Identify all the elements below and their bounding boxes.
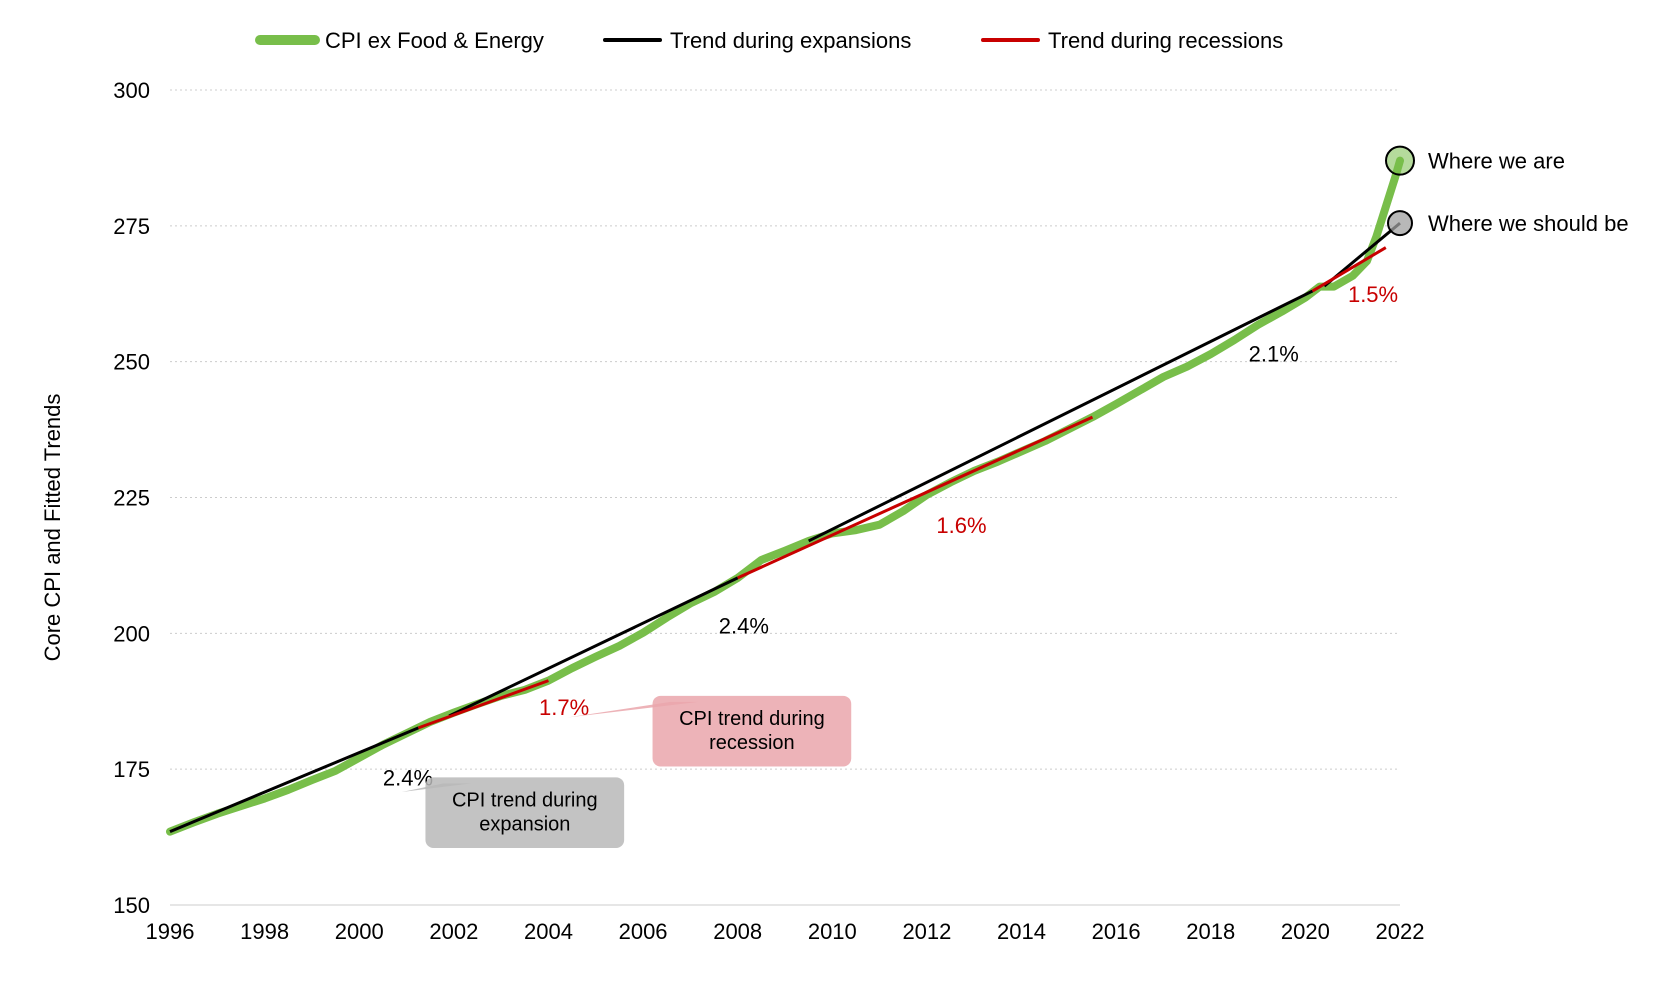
legend-label: CPI ex Food & Energy (325, 28, 544, 53)
x-tick-label: 2022 (1376, 919, 1425, 944)
where-we-should-be-label: Where we should be (1428, 211, 1629, 236)
expansion-trend-segment (170, 728, 418, 832)
x-tick-label: 2008 (713, 919, 762, 944)
x-tick-label: 2010 (808, 919, 857, 944)
x-tick-label: 2014 (997, 919, 1046, 944)
recession-callout-box (653, 696, 852, 767)
x-tick-label: 1996 (146, 919, 195, 944)
x-tick-label: 2002 (429, 919, 478, 944)
callout-text-line: expansion (479, 814, 570, 836)
callout-text-line: recession (709, 732, 795, 754)
x-tick-label: 2000 (335, 919, 384, 944)
where-we-are-label: Where we are (1428, 149, 1565, 174)
x-tick-label: 2020 (1281, 919, 1330, 944)
percent-label: 2.4% (719, 613, 769, 638)
y-tick-label: 250 (113, 350, 150, 375)
y-tick-label: 300 (113, 78, 150, 103)
expansion-callout-box (425, 777, 624, 848)
x-tick-label: 2004 (524, 919, 573, 944)
percent-label: 1.6% (936, 513, 986, 538)
y-axis-title: Core CPI and Fitted Trends (40, 394, 65, 662)
legend-label: Trend during expansions (670, 28, 911, 53)
percent-label: 2.1% (1249, 342, 1299, 367)
chart-container: 150 175 200 225 250 275 300 1996 1998 2000 2002 200… (0, 0, 1660, 1002)
chart-svg: 150 175 200 225 250 275 300 1996 1998 2000 2002 200… (0, 0, 1660, 1002)
callout-text-line: CPI trend during (452, 790, 598, 812)
where-we-should-be-marker (1388, 211, 1412, 235)
x-tick-label: 2012 (902, 919, 951, 944)
expansion-trend-segment (449, 578, 738, 716)
x-tick-label: 2018 (1186, 919, 1235, 944)
y-tick-label: 200 (113, 621, 150, 646)
y-tick-label: 175 (113, 757, 150, 782)
y-tick-label: 150 (113, 893, 150, 918)
y-tick-label: 225 (113, 486, 150, 511)
where-we-are-marker (1386, 147, 1414, 175)
x-tick-label: 1998 (240, 919, 289, 944)
y-tick-label: 275 (113, 214, 150, 239)
legend-label: Trend during recessions (1048, 28, 1283, 53)
callout-text-line: CPI trend during (679, 708, 825, 730)
percent-label: 1.7% (539, 695, 589, 720)
x-tick-label: 2016 (1092, 919, 1141, 944)
recession-trend-segment (418, 681, 548, 728)
x-tick-label: 2006 (619, 919, 668, 944)
percent-label: 1.5% (1348, 282, 1398, 307)
expansion-trend-segment (809, 291, 1313, 541)
